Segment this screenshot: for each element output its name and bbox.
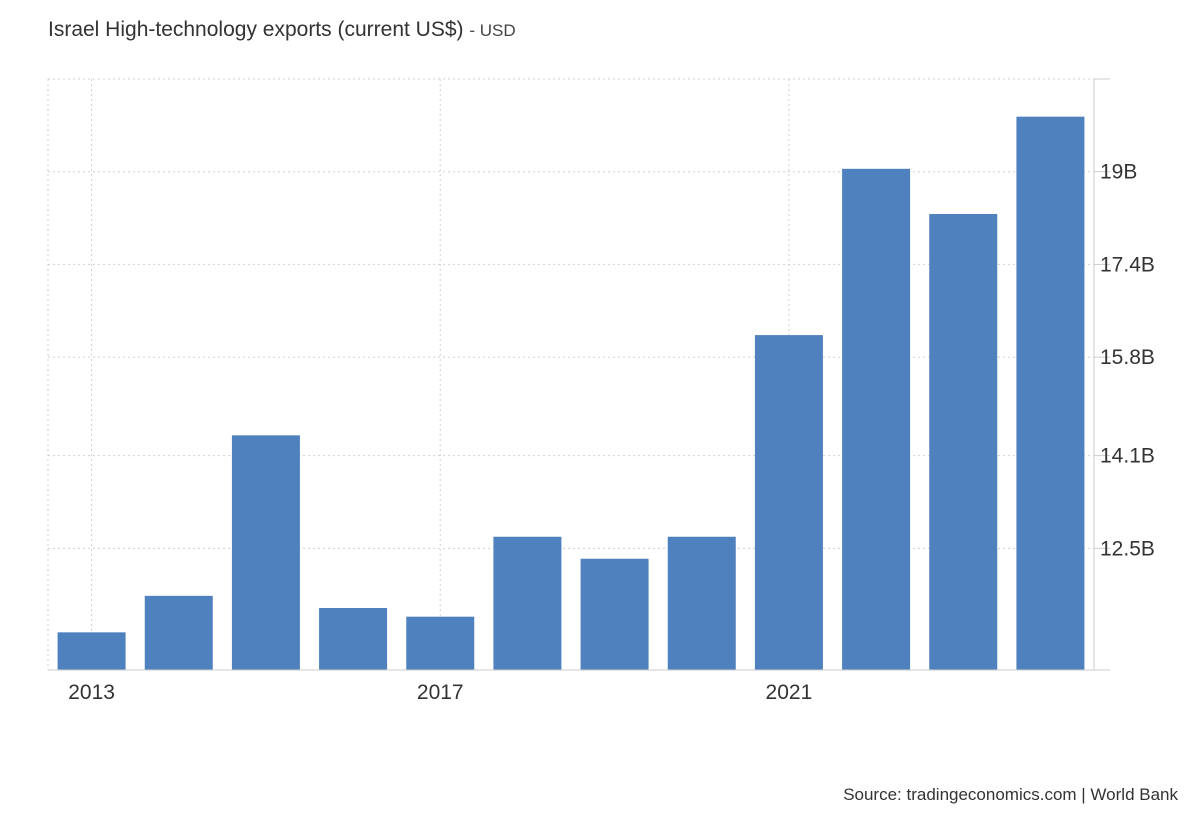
y-axis-tick-labels: 12.5B 14.1B 15.8B 17.4B 19B <box>1100 161 1155 561</box>
bar-2013 <box>57 632 126 670</box>
bar-2016 <box>319 608 388 670</box>
x-tick-label: 2021 <box>766 681 813 704</box>
y-tick-label: 14.1B <box>1100 445 1155 468</box>
bar-2023 <box>929 214 998 671</box>
bar-chart: 12.5B 14.1B 15.8B 17.4B 19B 2013 2017 2021 <box>47 78 1155 704</box>
y-tick-label: 17.4B <box>1100 253 1155 276</box>
bar-2020 <box>667 536 736 670</box>
x-axis-tick-labels: 2013 2017 2021 <box>68 681 812 704</box>
bar-2021 <box>754 335 823 670</box>
bars <box>57 116 1085 671</box>
bar-2019 <box>580 558 649 670</box>
bar-2015 <box>231 435 300 670</box>
source-attribution: Source: tradingeconomics.com | World Ban… <box>843 785 1178 804</box>
bar-2017 <box>406 616 475 670</box>
bar-2022 <box>842 168 911 670</box>
y-tick-label: 15.8B <box>1100 346 1155 369</box>
unit-label: - USD <box>469 21 516 40</box>
y-tick-label: 19B <box>1100 161 1137 184</box>
chart-title-text: Israel High-technology exports (current … <box>48 18 464 41</box>
bar-2018 <box>493 536 562 670</box>
chart-title: Israel High-technology exports (current … <box>48 18 516 42</box>
bar-2024 <box>1016 116 1085 671</box>
x-tick-label: 2013 <box>68 681 115 704</box>
x-tick-label: 2017 <box>417 681 464 704</box>
bar-2014 <box>144 595 213 670</box>
y-tick-label: 12.5B <box>1100 537 1155 560</box>
axes <box>48 78 1110 671</box>
